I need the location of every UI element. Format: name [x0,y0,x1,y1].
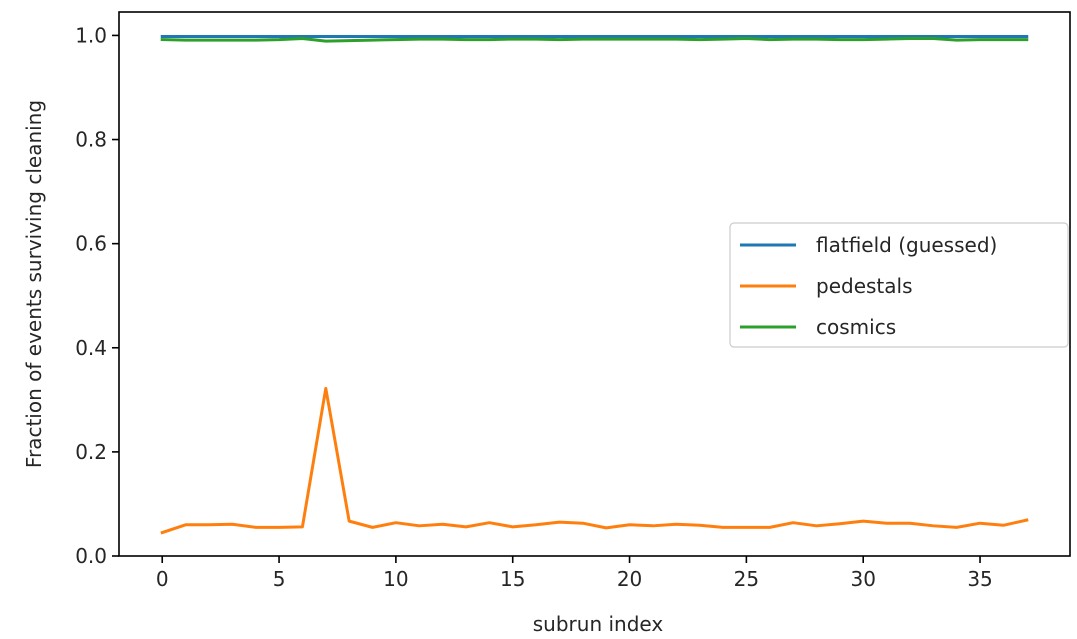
legend-label: flatfield (guessed) [816,233,997,257]
y-tick-label: 0.4 [75,336,107,360]
x-tick-label: 20 [617,567,642,591]
x-tick-label: 5 [273,567,286,591]
series-line-cosmics [160,37,1029,43]
legend: flatfield (guessed) pedestals cosmics [729,222,1069,348]
x-tick-label: 15 [500,567,525,591]
x-tick-label: 30 [850,567,875,591]
axes-spines [118,11,1071,557]
y-tick-label: 0.0 [75,544,107,568]
axes-frame [118,11,1071,557]
y-tick-label: 0.2 [75,440,107,464]
x-tick-label: 25 [734,567,759,591]
y-tick-label: 0.8 [75,128,107,152]
legend-label: pedestals [816,274,913,298]
plot-lines [160,34,1029,535]
y-axis-ticks: 0.0 0.2 0.4 0.6 0.8 1.0 [75,23,119,568]
x-tick-label: 10 [383,567,408,591]
legend-label: cosmics [816,315,896,339]
y-axis-label: Fraction of events surviving cleaning [22,100,46,468]
x-tick-label: 0 [156,567,169,591]
x-tick-label: 35 [967,567,992,591]
series-line-pedestals [160,386,1029,535]
y-tick-label: 1.0 [75,23,107,47]
legend-box [729,222,1069,348]
x-axis-label: subrun index [533,612,664,636]
y-tick-label: 0.6 [75,232,107,256]
x-axis-ticks: 0 5 10 15 20 25 30 35 [156,556,993,591]
